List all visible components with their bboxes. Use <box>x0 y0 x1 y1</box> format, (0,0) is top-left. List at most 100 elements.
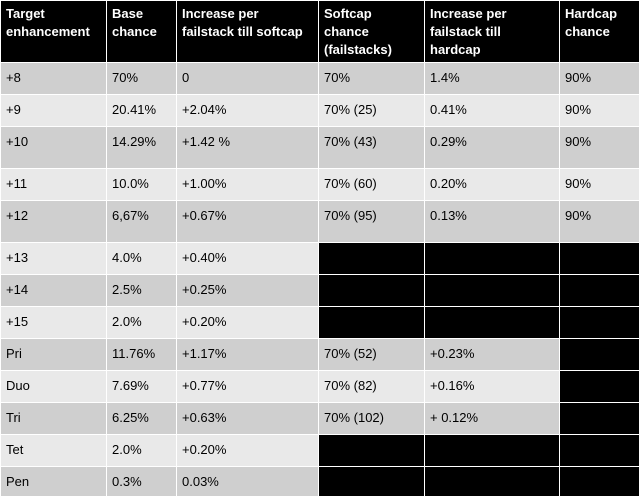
cell-target: Tri <box>0 402 107 435</box>
table-row: +13 4.0% +0.40% <box>0 242 639 275</box>
table-row: +15 2.0% +0.20% <box>0 306 639 339</box>
cell-increase-softcap: +1.42 % <box>176 126 319 169</box>
cell-increase-softcap: +0.40% <box>176 242 319 275</box>
cell-softcap: 70% (52) <box>318 338 425 371</box>
cell-increase-hardcap: + 0.12% <box>424 402 560 435</box>
cell-hardcap: 90% <box>559 168 639 201</box>
header-target-enhancement: Target enhancement <box>0 0 107 63</box>
cell-hardcap-empty <box>559 306 639 339</box>
header-base-chance: Base chance <box>106 0 177 63</box>
table-row: +8 70% 0 70% 1.4% 90% <box>0 62 639 95</box>
cell-softcap-empty <box>318 306 425 339</box>
table-row: Pen 0.3% 0.03% <box>0 466 639 497</box>
cell-hardcap: 90% <box>559 126 639 169</box>
header-hardcap-chance: Hardcap chance <box>559 0 639 63</box>
cell-increase-softcap: +0.20% <box>176 306 319 339</box>
header-increase-till-softcap: Increase per failstack till softcap <box>176 0 319 63</box>
header-softcap-chance: Softcap chance (failstacks) <box>318 0 425 63</box>
table-body: +8 70% 0 70% 1.4% 90% +9 20.41% +2.04% 7… <box>0 62 639 497</box>
cell-softcap: 70% <box>318 62 425 95</box>
cell-target: +13 <box>0 242 107 275</box>
cell-target: +15 <box>0 306 107 339</box>
cell-target: Tet <box>0 434 107 467</box>
cell-hardcap-empty <box>559 370 639 403</box>
cell-softcap-empty <box>318 434 425 467</box>
cell-increase-softcap: +0.63% <box>176 402 319 435</box>
cell-base-chance: 6.25% <box>106 402 177 435</box>
cell-increase-softcap: 0.03% <box>176 466 319 497</box>
cell-increase-hardcap: 0.13% <box>424 200 560 243</box>
cell-hardcap: 90% <box>559 200 639 243</box>
cell-base-chance: 4.0% <box>106 242 177 275</box>
table-header: Target enhancement Base chance Increase … <box>0 0 639 63</box>
cell-base-chance: 7.69% <box>106 370 177 403</box>
cell-increase-softcap: +1.17% <box>176 338 319 371</box>
table-row: Tet 2.0% +0.20% <box>0 434 639 467</box>
table-row: Tri 6.25% +0.63% 70% (102) + 0.12% <box>0 402 639 435</box>
cell-hardcap-empty <box>559 338 639 371</box>
cell-softcap: 70% (25) <box>318 94 425 127</box>
cell-base-chance: 11.76% <box>106 338 177 371</box>
cell-target: +10 <box>0 126 107 169</box>
cell-increase-softcap: +0.20% <box>176 434 319 467</box>
cell-increase-softcap: +1.00% <box>176 168 319 201</box>
cell-increase-hardcap-empty <box>424 242 560 275</box>
cell-increase-softcap: +2.04% <box>176 94 319 127</box>
cell-increase-hardcap: +0.16% <box>424 370 560 403</box>
cell-increase-hardcap: +0.23% <box>424 338 560 371</box>
cell-target: +9 <box>0 94 107 127</box>
cell-increase-hardcap: 0.20% <box>424 168 560 201</box>
cell-base-chance: 0.3% <box>106 466 177 497</box>
cell-hardcap: 90% <box>559 94 639 127</box>
cell-increase-hardcap-empty <box>424 306 560 339</box>
cell-increase-hardcap-empty <box>424 274 560 307</box>
cell-increase-hardcap-empty <box>424 466 560 497</box>
cell-base-chance: 14.29% <box>106 126 177 169</box>
cell-softcap: 70% (102) <box>318 402 425 435</box>
cell-increase-softcap: 0 <box>176 62 319 95</box>
table-row: +9 20.41% +2.04% 70% (25) 0.41% 90% <box>0 94 639 127</box>
cell-hardcap-empty <box>559 274 639 307</box>
cell-increase-softcap: +0.77% <box>176 370 319 403</box>
cell-base-chance: 10.0% <box>106 168 177 201</box>
cell-target: +8 <box>0 62 107 95</box>
table-row: +14 2.5% +0.25% <box>0 274 639 307</box>
cell-softcap-empty <box>318 242 425 275</box>
cell-increase-softcap: +0.25% <box>176 274 319 307</box>
cell-softcap: 70% (95) <box>318 200 425 243</box>
cell-softcap-empty <box>318 274 425 307</box>
table-row: +10 14.29% +1.42 % 70% (43) 0.29% 90% <box>0 126 639 169</box>
header-row: Target enhancement Base chance Increase … <box>0 0 639 63</box>
cell-base-chance: 2.0% <box>106 306 177 339</box>
cell-target: Pri <box>0 338 107 371</box>
cell-target: Duo <box>0 370 107 403</box>
cell-target: Pen <box>0 466 107 497</box>
cell-base-chance: 20.41% <box>106 94 177 127</box>
cell-hardcap-empty <box>559 466 639 497</box>
cell-target: +11 <box>0 168 107 201</box>
cell-softcap: 70% (43) <box>318 126 425 169</box>
table-row: +12 6,67% +0.67% 70% (95) 0.13% 90% <box>0 200 639 243</box>
cell-softcap: 70% (60) <box>318 168 425 201</box>
table-row: +11 10.0% +1.00% 70% (60) 0.20% 90% <box>0 168 639 201</box>
cell-base-chance: 70% <box>106 62 177 95</box>
cell-base-chance: 2.5% <box>106 274 177 307</box>
table-row: Duo 7.69% +0.77% 70% (82) +0.16% <box>0 370 639 403</box>
cell-target: +12 <box>0 200 107 243</box>
cell-hardcap-empty <box>559 242 639 275</box>
cell-hardcap-empty <box>559 402 639 435</box>
cell-increase-softcap: +0.67% <box>176 200 319 243</box>
cell-increase-hardcap: 0.41% <box>424 94 560 127</box>
cell-softcap-empty <box>318 466 425 497</box>
header-increase-till-hardcap: Increase per failstack till hardcap <box>424 0 560 63</box>
cell-hardcap-empty <box>559 434 639 467</box>
cell-hardcap: 90% <box>559 62 639 95</box>
cell-target: +14 <box>0 274 107 307</box>
cell-increase-hardcap-empty <box>424 434 560 467</box>
cell-increase-hardcap: 1.4% <box>424 62 560 95</box>
cell-base-chance: 6,67% <box>106 200 177 243</box>
cell-base-chance: 2.0% <box>106 434 177 467</box>
cell-softcap: 70% (82) <box>318 370 425 403</box>
table-row: Pri 11.76% +1.17% 70% (52) +0.23% <box>0 338 639 371</box>
